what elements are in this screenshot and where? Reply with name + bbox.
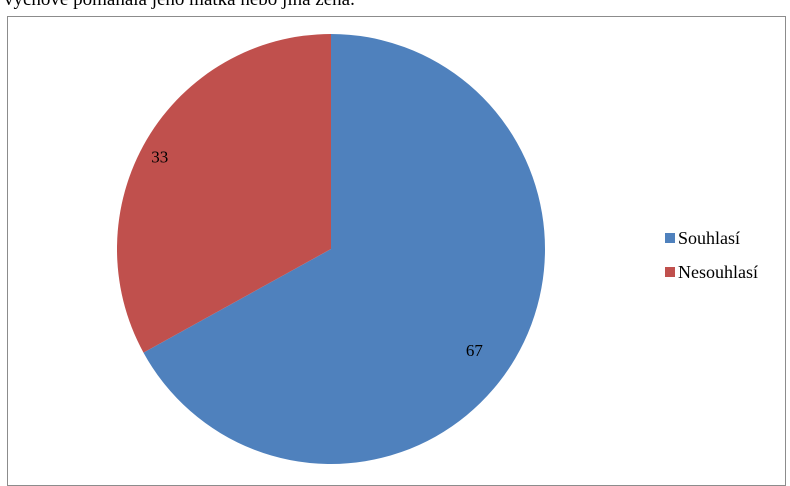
legend-swatch-nesouhlasi: [665, 267, 675, 277]
legend-item-nesouhlasi: Nesouhlasí: [665, 255, 758, 289]
legend-label-souhlasi: Souhlasí: [678, 227, 741, 248]
pie-slice-souhlasi: [143, 34, 546, 465]
chart-legend: Souhlasí Nesouhlasí: [665, 221, 758, 289]
legend-item-souhlasi: Souhlasí: [665, 221, 758, 255]
legend-label-nesouhlasi: Nesouhlasí: [678, 261, 758, 282]
data-label-souhlasi: 67: [466, 341, 484, 360]
pie-slice-nesouhlasi: [117, 34, 331, 353]
heading-text-fragment: výchově pomáhala jeho matka nebo jiná že…: [4, 0, 355, 11]
legend-swatch-souhlasi: [665, 233, 675, 243]
data-label-nesouhlasi: 33: [151, 148, 168, 167]
